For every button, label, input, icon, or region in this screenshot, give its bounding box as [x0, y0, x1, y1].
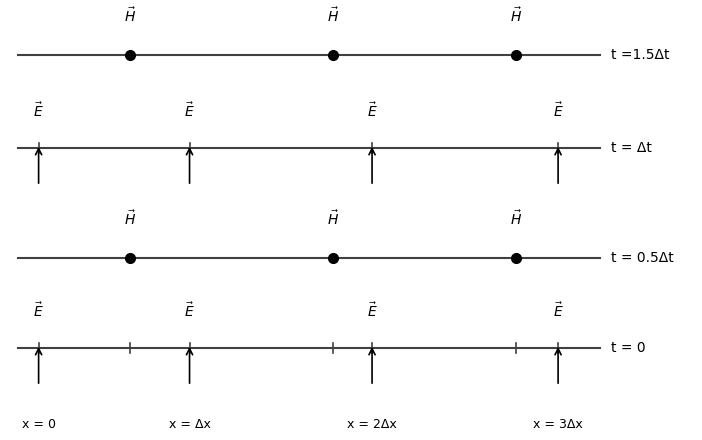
Text: t = 0: t = 0	[611, 341, 645, 355]
Text: x = 3Δx: x = 3Δx	[534, 418, 583, 432]
Text: $\vec{H}$: $\vec{H}$	[510, 209, 522, 228]
Text: $\vec{E}$: $\vec{E}$	[184, 301, 195, 320]
Text: x = Δx: x = Δx	[168, 418, 211, 432]
Text: x = 2Δx: x = 2Δx	[347, 418, 397, 432]
Text: $\vec{H}$: $\vec{H}$	[124, 6, 136, 25]
Text: t = Δt: t = Δt	[611, 141, 651, 155]
Text: $\vec{H}$: $\vec{H}$	[124, 209, 136, 228]
Text: x = 0: x = 0	[22, 418, 55, 432]
Text: $\vec{H}$: $\vec{H}$	[327, 6, 340, 25]
Text: $\vec{E}$: $\vec{E}$	[552, 101, 564, 120]
Text: $\vec{H}$: $\vec{H}$	[510, 6, 522, 25]
Text: $\vec{E}$: $\vec{E}$	[552, 301, 564, 320]
Text: $\vec{E}$: $\vec{E}$	[366, 301, 378, 320]
Text: $\vec{E}$: $\vec{E}$	[366, 101, 378, 120]
Text: $\vec{E}$: $\vec{E}$	[184, 101, 195, 120]
Text: $\vec{E}$: $\vec{E}$	[33, 301, 44, 320]
Text: $\vec{E}$: $\vec{E}$	[33, 101, 44, 120]
Text: t =1.5Δt: t =1.5Δt	[611, 48, 669, 62]
Text: t = 0.5Δt: t = 0.5Δt	[611, 251, 673, 265]
Text: $\vec{H}$: $\vec{H}$	[327, 209, 340, 228]
